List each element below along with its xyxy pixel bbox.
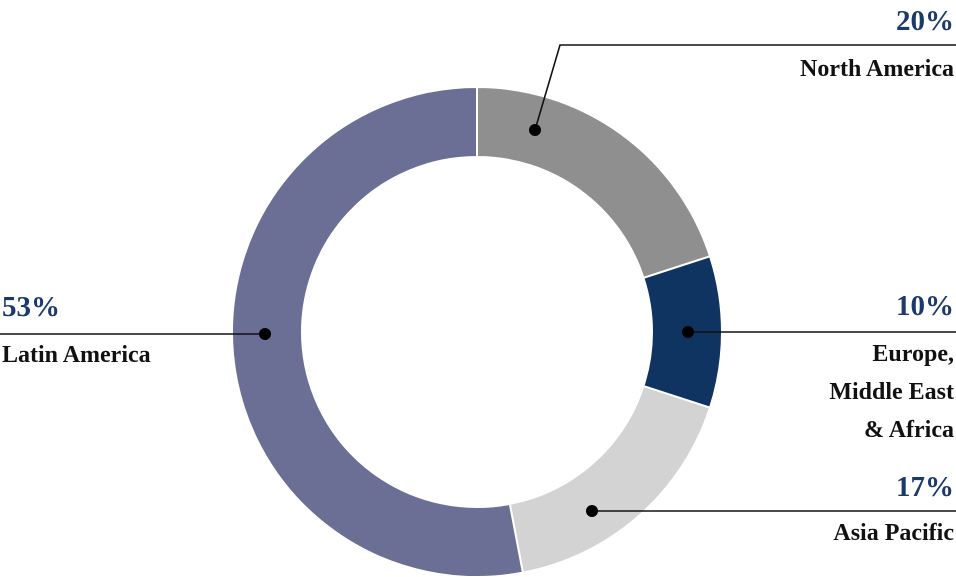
label-emea-line-2: Middle East [829,379,954,405]
label-north-america: North America [800,56,954,82]
slice-north-america [476,85,712,280]
label-emea-line-3: & Africa [864,417,954,443]
percent-label-north-america: 20% [896,5,954,37]
leader-dot-asia-pacific [586,505,598,517]
leader-line-north-america [534,44,956,131]
label-latin-america: Latin America [2,342,151,368]
percent-label-latin-america: 53% [2,291,60,323]
slices [231,85,723,577]
label-asia-pacific: Asia Pacific [833,520,954,546]
leader-lines [0,44,956,517]
leader-dot-emea [682,326,694,338]
percent-label-emea: 10% [896,290,954,322]
slice-latin-america [231,85,525,577]
leader-dot-north-america [529,124,541,136]
percent-label-asia-pacific: 17% [896,471,954,503]
leader-dot-latin-america [259,328,271,340]
label-emea-line-1: Europe, [872,341,954,367]
slice-asia-pacific [508,384,712,574]
